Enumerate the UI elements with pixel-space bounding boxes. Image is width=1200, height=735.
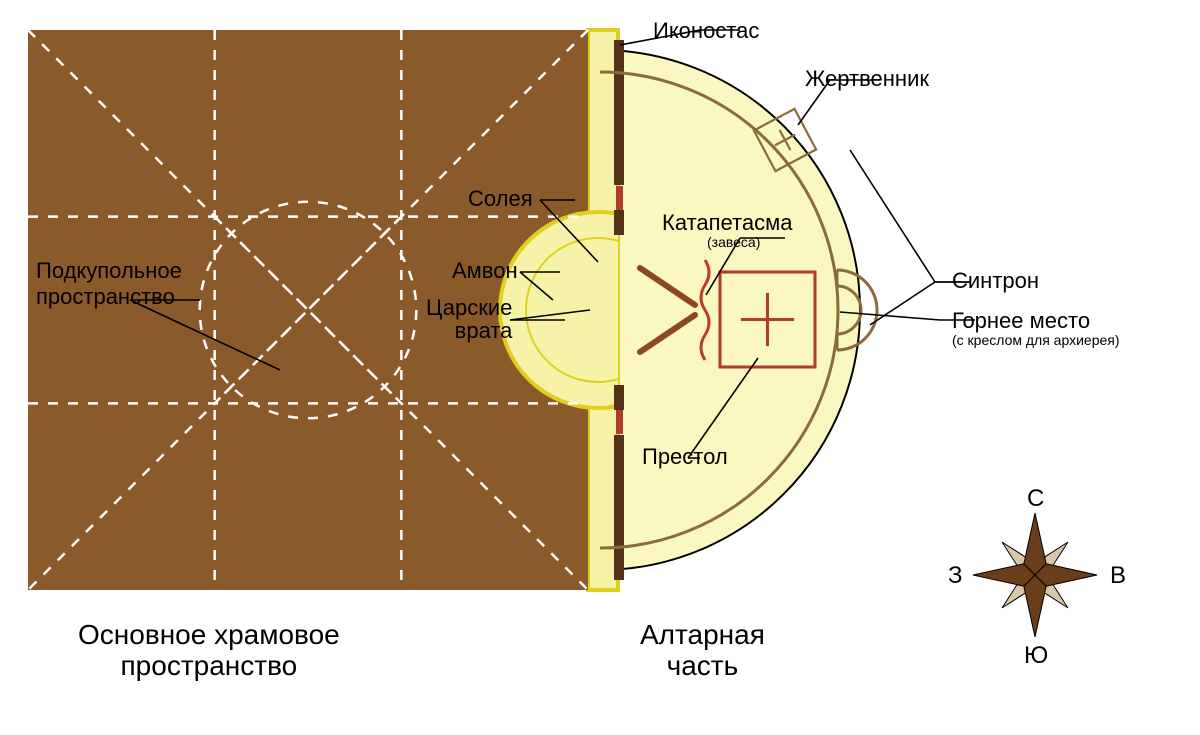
label-high-place-sub: (с креслом для архиерея) xyxy=(952,332,1120,348)
title-nave: Основное храмовоепространство xyxy=(78,620,340,682)
compass-n: С xyxy=(1027,485,1044,513)
compass-rose xyxy=(973,513,1097,637)
compass-e: В xyxy=(1110,562,1126,590)
label-synthronon: Синтрон xyxy=(952,268,1039,294)
label-katapetasma: Катапетасма xyxy=(662,210,792,236)
label-throne: Престол xyxy=(642,444,728,470)
label-high-place: Горнее место xyxy=(952,308,1090,334)
label-solea: Солея xyxy=(468,186,533,212)
label-zhertvennik: Жертвенник xyxy=(805,66,929,92)
label-katapetasma-sub: (завеса) xyxy=(707,234,760,250)
label-under-dome: Подкупольноепространство xyxy=(36,258,182,310)
label-royal-gates: Царскиеврата xyxy=(426,296,512,342)
title-altar: Алтарнаячасть xyxy=(640,620,765,682)
label-iconostasis: Иконостас xyxy=(653,18,759,44)
compass-w: З xyxy=(948,562,963,590)
label-ambo: Амвон xyxy=(452,258,518,284)
compass-s: Ю xyxy=(1024,642,1048,670)
